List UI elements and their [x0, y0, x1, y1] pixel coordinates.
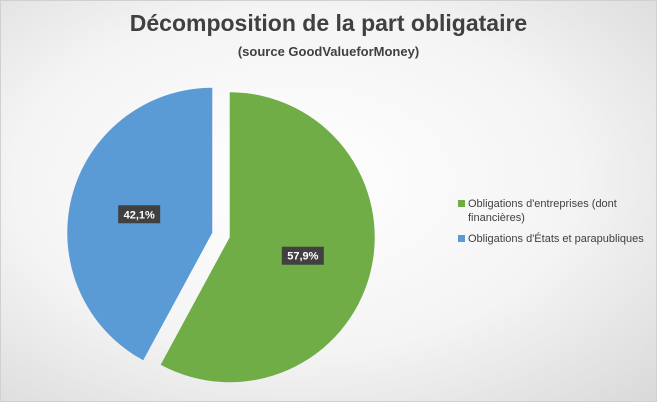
- legend-swatch-corporate: [458, 200, 465, 207]
- legend-label-corporate: Obligations d'entreprises (dont financiè…: [468, 198, 617, 224]
- data-label-box-sovereign: [118, 205, 161, 224]
- legend-item-corporate: Obligations d'entreprises (dont financiè…: [456, 197, 652, 225]
- legend-swatch-sovereign: [458, 235, 465, 242]
- legend-item-sovereign: Obligations d'États et parapubliques: [456, 232, 652, 246]
- legend-label-sovereign: Obligations d'États et parapubliques: [468, 233, 644, 245]
- data-label-box-corporate: [281, 246, 324, 265]
- pie-slice-corporate: [160, 92, 375, 383]
- chart-title: Décomposition de la part obligataire: [129, 10, 528, 36]
- data-label-sovereign: 42,1%: [118, 205, 161, 224]
- legend: Obligations d'entreprises (dont financiè…: [456, 197, 652, 253]
- chart-subtitle: (source GoodValueforMoney): [237, 44, 420, 59]
- data-label-text-sovereign: 42,1%: [124, 209, 155, 221]
- pie-slice-sovereign: [67, 87, 213, 361]
- data-label-text-corporate: 57,9%: [287, 251, 318, 263]
- data-label-corporate: 57,9%: [281, 246, 324, 265]
